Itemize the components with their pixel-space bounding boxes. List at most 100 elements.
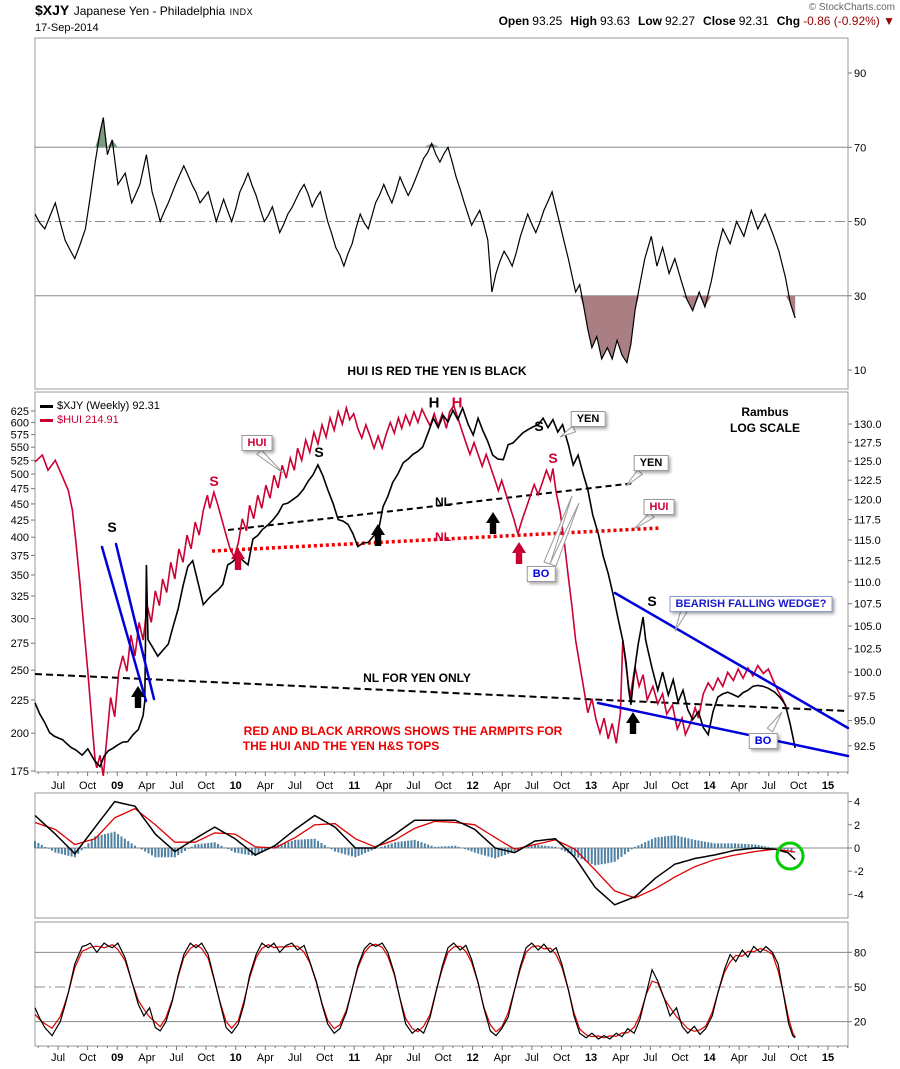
y-axis-label: 107.5 <box>854 599 882 611</box>
macd-cross-highlight <box>775 841 805 871</box>
quote-value: 92.31 <box>738 14 769 28</box>
x-axis-label: Jul <box>406 780 420 792</box>
y-axis-label: 350 <box>11 570 29 582</box>
x-axis-label: Oct <box>790 780 807 792</box>
x-axis-label: Oct <box>553 1052 570 1064</box>
x-axis-label: Jul <box>762 1052 776 1064</box>
y-axis-label: 90 <box>854 68 866 80</box>
x-axis-label: Jul <box>525 780 539 792</box>
x-axis-label: Oct <box>671 780 688 792</box>
wedge-upper <box>613 591 850 730</box>
y-axis-label: 102.5 <box>854 644 882 656</box>
copyright: © StockCharts.com <box>808 2 895 13</box>
y-axis-label: -4 <box>854 889 864 901</box>
armpit-arrow <box>231 548 245 570</box>
quote-label: Low <box>638 14 662 28</box>
x-axis-label: Oct <box>434 1052 451 1064</box>
x-axis-label: Apr <box>494 780 511 792</box>
x-axis-label: Jul <box>643 780 657 792</box>
y-axis-label: 500 <box>11 469 29 481</box>
y-axis-label: 300 <box>11 614 29 626</box>
x-axis-label: 15 <box>822 780 834 792</box>
y-axis-label: 125.0 <box>854 456 882 468</box>
x-axis-label: 13 <box>585 780 597 792</box>
y-axis-label: 625 <box>11 406 29 418</box>
y-axis-label: 127.5 <box>854 437 882 449</box>
panel-border-main <box>34 391 849 773</box>
ticker-block: $XJY Japanese Yen - Philadelphia INDX 17… <box>35 2 253 34</box>
panel-border-rsi <box>34 37 849 390</box>
stoch-line <box>34 942 796 1040</box>
x-axis-label: Apr <box>375 1052 392 1064</box>
x-axis-label: Oct <box>79 1052 96 1064</box>
y-axis-label: 600 <box>11 418 29 430</box>
x-axis-label: 09 <box>111 1052 123 1064</box>
neckline-hui <box>211 526 661 553</box>
neckline-yen <box>227 482 636 531</box>
y-axis-label: 120.0 <box>854 495 882 507</box>
x-axis-label: Apr <box>138 780 155 792</box>
x-axis-label: Jul <box>51 1052 65 1064</box>
x-axis-label: Oct <box>316 1052 333 1064</box>
x-axis-label: Apr <box>612 1052 629 1064</box>
x-axis-label: Apr <box>494 1052 511 1064</box>
x-axis-label: Apr <box>731 1052 748 1064</box>
macd-line <box>34 800 796 906</box>
rsi-line <box>34 117 796 365</box>
yen-price-line <box>34 405 796 768</box>
quote-value: -0.86 (-0.92%) ▼ <box>803 14 895 28</box>
y-axis-label: 80 <box>854 947 866 959</box>
x-axis-label: Oct <box>790 1052 807 1064</box>
quote-label: High <box>570 14 597 28</box>
callout-tail <box>559 425 577 438</box>
steep-channel-b <box>114 542 156 701</box>
callout-tail <box>633 511 655 530</box>
y-axis-label: 95.0 <box>854 716 875 728</box>
y-axis-label: 2 <box>854 820 860 832</box>
x-axis-label: Jul <box>525 1052 539 1064</box>
y-axis-label: 105.0 <box>854 621 882 633</box>
x-axis-label: 15 <box>822 1052 834 1064</box>
y-axis-label: 117.5 <box>854 515 881 527</box>
callout-tail <box>625 468 644 487</box>
y-axis-label: 200 <box>11 728 29 740</box>
x-axis-label: 09 <box>111 780 123 792</box>
x-axis-label: Apr <box>257 1052 274 1064</box>
y-axis-label: 122.5 <box>854 475 882 487</box>
x-axis-label: 12 <box>466 1052 478 1064</box>
x-axis-label: 13 <box>585 1052 597 1064</box>
y-axis-label: 575 <box>11 430 29 442</box>
x-axis-label: Apr <box>375 780 392 792</box>
x-axis-label: Apr <box>612 780 629 792</box>
y-axis-label: 50 <box>854 217 866 229</box>
x-axis-label: Jul <box>762 780 776 792</box>
quote-value: 92.27 <box>665 14 696 28</box>
x-axis-label: Apr <box>731 780 748 792</box>
y-axis-label: 70 <box>854 142 866 154</box>
steep-channel-a <box>100 545 148 703</box>
y-axis-label: 450 <box>11 499 29 511</box>
y-axis-label: 112.5 <box>854 556 881 568</box>
panel-border-macd <box>34 792 849 919</box>
y-axis-label: 4 <box>854 797 860 809</box>
y-axis-label: 30 <box>854 291 866 303</box>
x-axis-label: Jul <box>288 1052 302 1064</box>
y-axis-label: 225 <box>11 695 29 707</box>
quote-value: 93.63 <box>599 14 630 28</box>
exchange-tag: INDX <box>229 7 254 17</box>
ticker-symbol: $XJY <box>35 2 70 18</box>
callout-tail <box>674 609 688 632</box>
y-axis-label: 92.5 <box>854 741 875 753</box>
chart-date: 17-Sep-2014 <box>35 22 99 34</box>
y-axis-label: 20 <box>854 1017 866 1029</box>
x-axis-label: Oct <box>316 780 333 792</box>
x-axis-label: Oct <box>198 780 215 792</box>
y-axis-label: 475 <box>11 484 29 496</box>
x-axis-label: Jul <box>169 1052 183 1064</box>
callout-tail <box>256 448 284 474</box>
quote-label: Close <box>703 14 736 28</box>
macd-signal-line <box>34 807 796 899</box>
x-axis-label: Jul <box>288 780 302 792</box>
